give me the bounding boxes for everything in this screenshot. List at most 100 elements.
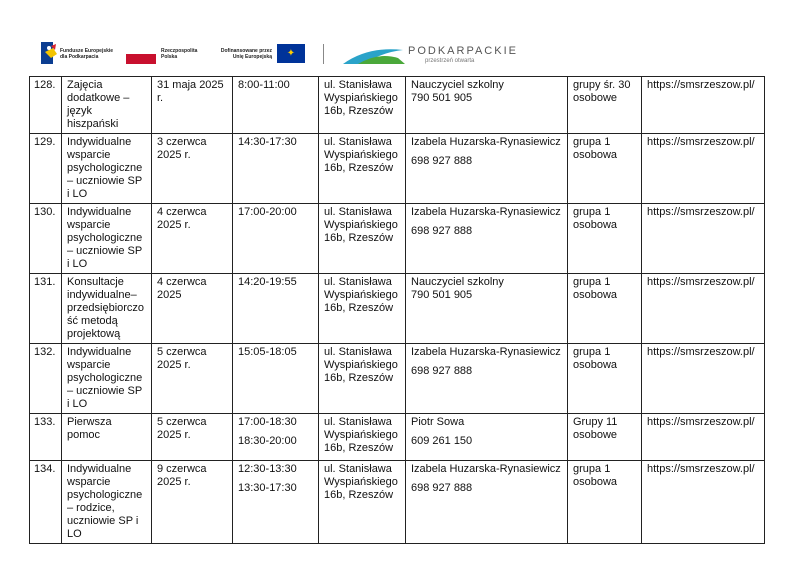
cell-place: ul. Stanisława Wyspiańskiego 16b, Rzeszó…	[318, 203, 406, 274]
group: grupa 1 osobowa	[573, 206, 618, 231]
place: ul. Stanisława Wyspiańskiego 16b, Rzeszó…	[324, 136, 398, 174]
url-link[interactable]: https://smsrzeszow.pl/	[647, 463, 755, 475]
cell-date: 5 czerwca 2025 r.	[151, 413, 233, 461]
logo-ue-text: Dofinansowane przez Unię Europejską	[220, 48, 272, 60]
group: Grupy 11 osobowe	[573, 416, 618, 441]
cell-time: 15:05-18:05	[232, 343, 319, 414]
cell-no: 132.	[29, 343, 62, 414]
phone: 609 261 150	[411, 435, 473, 447]
cell-name: Indywidualne wsparcie psychologiczne – u…	[61, 133, 152, 204]
group: grupa 1 osobowa	[573, 136, 618, 161]
url-link[interactable]: https://smsrzeszow.pl/	[647, 79, 755, 91]
url-link[interactable]: https://smsrzeszow.pl/	[647, 416, 755, 428]
cell-url: https://smsrzeszow.pl/	[641, 460, 765, 544]
person: Izabela Huzarska-Rynasiewicz	[411, 463, 561, 475]
logo-header: Fundusze Europejskie dla Podkarpacia Rze…	[0, 40, 800, 70]
cell-date: 3 czerwca 2025 r.	[151, 133, 233, 204]
no: 132.	[34, 346, 56, 358]
cell-name: Zajęcia dodatkowe – język hiszpański	[61, 76, 152, 134]
date: 5 czerwca 2025 r.	[157, 346, 207, 371]
name: Indywidualne wsparcie psychologiczne – u…	[67, 136, 143, 200]
cell-no: 134.	[29, 460, 62, 544]
table-row: 134. Indywidualne wsparcie psychologiczne…	[29, 460, 765, 544]
name: Konsultacje indywidualne– przedsiębiorcz…	[67, 276, 145, 340]
date: 4 czerwca 2025 r.	[157, 206, 207, 231]
table-row: 131. Konsultacje indywidualne– przedsiębi…	[29, 273, 765, 344]
cell-place: ul. Stanisława Wyspiańskiego 16b, Rzeszó…	[318, 413, 406, 461]
divider	[323, 44, 324, 64]
cell-place: ul. Stanisława Wyspiańskiego 16b, Rzeszó…	[318, 460, 406, 544]
cell-no: 128.	[29, 76, 62, 134]
logo-fe-text: Fundusze Europejskie dla Podkarpacia	[60, 48, 114, 60]
cell-person: Izabela Huzarska-Rynasiewicz 698 927 888	[405, 460, 568, 544]
group: grupa 1 osobowa	[573, 463, 618, 488]
name: Pierwsza pomoc	[67, 416, 112, 441]
url-link[interactable]: https://smsrzeszow.pl/	[647, 276, 755, 288]
person: Izabela Huzarska-Rynasiewicz	[411, 346, 561, 358]
cell-date: 31 maja 2025 r.	[151, 76, 233, 134]
cell-group: grupy śr. 30 osobowe	[567, 76, 642, 134]
time: 17:00-18:30	[238, 416, 297, 428]
name: Indywidualne wsparcie psychologiczne – r…	[67, 463, 143, 540]
no: 131.	[34, 276, 56, 288]
cell-url: https://smsrzeszow.pl/	[641, 273, 765, 344]
place: ul. Stanisława Wyspiańskiego 16b, Rzeszó…	[324, 79, 398, 117]
cell-group: grupa 1 osobowa	[567, 133, 642, 204]
date: 3 czerwca 2025 r.	[157, 136, 207, 161]
cell-place: ul. Stanisława Wyspiańskiego 16b, Rzeszó…	[318, 343, 406, 414]
url-link[interactable]: https://smsrzeszow.pl/	[647, 136, 755, 148]
cell-group: grupa 1 osobowa	[567, 460, 642, 544]
no: 134.	[34, 463, 56, 475]
cell-name: Pierwsza pomoc	[61, 413, 152, 461]
cell-no: 131.	[29, 273, 62, 344]
cell-url: https://smsrzeszow.pl/	[641, 413, 765, 461]
no: 130.	[34, 206, 56, 218]
logo-podkarpackie-subtitle: przestrzeń otwarta	[425, 58, 475, 64]
poland-flag-icon	[126, 54, 156, 64]
time: 14:30-17:30	[238, 136, 297, 148]
cell-group: Grupy 11 osobowe	[567, 413, 642, 461]
cell-time: 17:00-18:30 18:30-20:00	[232, 413, 319, 461]
phone: 790 501 905	[411, 289, 473, 301]
cell-name: Indywidualne wsparcie psychologiczne – r…	[61, 460, 152, 544]
cell-time: 8:00-11:00	[232, 76, 319, 134]
url-link[interactable]: https://smsrzeszow.pl/	[647, 346, 755, 358]
cell-time: 12:30-13:30 13:30-17:30	[232, 460, 319, 544]
group: grupa 1 osobowa	[573, 346, 618, 371]
date: 4 czerwca 2025	[157, 276, 207, 301]
phone: 790 501 905	[411, 92, 473, 104]
place: ul. Stanisława Wyspiańskiego 16b, Rzeszó…	[324, 276, 398, 314]
name: Indywidualne wsparcie psychologiczne – u…	[67, 206, 143, 270]
no: 129.	[34, 136, 56, 148]
person: Izabela Huzarska-Rynasiewicz	[411, 206, 561, 218]
cell-url: https://smsrzeszow.pl/	[641, 133, 765, 204]
person: Izabela Huzarska-Rynasiewicz	[411, 136, 561, 148]
time: 15:05-18:05	[238, 346, 297, 358]
cell-time: 14:30-17:30	[232, 133, 319, 204]
cell-group: grupa 1 osobowa	[567, 203, 642, 274]
url-link[interactable]: https://smsrzeszow.pl/	[647, 206, 755, 218]
cell-date: 5 czerwca 2025 r.	[151, 343, 233, 414]
place: ul. Stanisława Wyspiańskiego 16b, Rzeszó…	[324, 206, 398, 244]
group: grupa 1 osobowa	[573, 276, 618, 301]
date: 31 maja 2025 r.	[157, 79, 224, 104]
phone: 698 927 888	[411, 225, 473, 237]
time: 8:00-11:00	[238, 79, 290, 91]
cell-url: https://smsrzeszow.pl/	[641, 203, 765, 274]
cell-time: 14:20-19:55	[232, 273, 319, 344]
time: 12:30-13:30	[238, 463, 297, 475]
podkarpackie-logo-icon	[343, 49, 405, 64]
phone: 698 927 888	[411, 155, 473, 167]
cell-person: Nauczyciel szkolny 790 501 905	[405, 76, 568, 134]
table-row: 129. Indywidualne wsparcie psychologiczne…	[29, 133, 765, 204]
schedule-table: 128. Zajęcia dodatkowe – język hiszpański…	[29, 76, 765, 544]
person: Nauczyciel szkolny	[411, 276, 504, 288]
eu-flag-icon: ✦	[277, 44, 305, 63]
place: ul. Stanisława Wyspiańskiego 16b, Rzeszó…	[324, 416, 398, 454]
cell-date: 4 czerwca 2025	[151, 273, 233, 344]
cell-person: Izabela Huzarska-Rynasiewicz 698 927 888	[405, 203, 568, 274]
cell-no: 133.	[29, 413, 62, 461]
fe-logo-icon	[41, 42, 57, 64]
cell-name: Indywidualne wsparcie psychologiczne – u…	[61, 203, 152, 274]
cell-time: 17:00-20:00	[232, 203, 319, 274]
